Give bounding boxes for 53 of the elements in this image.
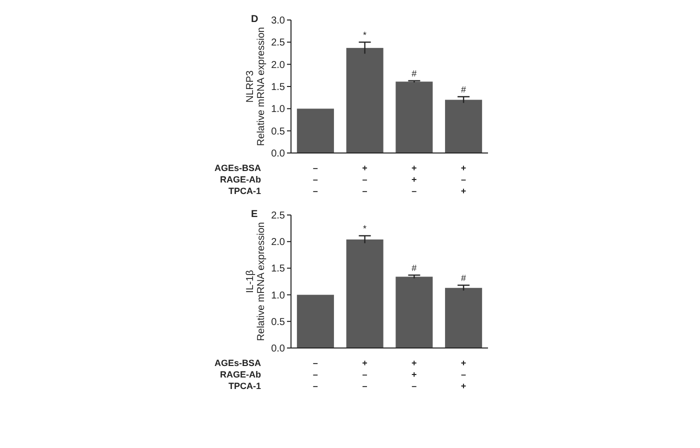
data-label: * [363,30,368,40]
y-tick-label: 0.5 [271,316,286,328]
y-tick-label: 2.5 [271,210,286,222]
text: + [412,174,417,185]
text: RAGE-Ab [220,370,262,380]
text: – [362,186,368,196]
y-tick-label: 0.0 [271,148,286,160]
text: – [362,174,368,185]
text: – [312,174,318,185]
data-label: # [461,273,466,284]
data-label: * [363,224,368,234]
y-tick-label: 2.0 [271,237,286,248]
text: + [460,381,466,392]
text: + [460,358,466,368]
text: + [412,163,417,174]
data-label: # [461,84,466,95]
text: – [461,174,466,185]
text: – [362,381,368,392]
y-tick-label: 2.5 [271,38,286,49]
text: TPCA-1 [228,381,261,392]
text: + [460,163,466,174]
y-tick-label: 1.5 [271,264,286,275]
text: AGEs-BSA [214,358,262,368]
text: + [460,186,466,196]
text: – [312,358,318,368]
y-tick-label: 0.0 [271,344,286,354]
text: + [412,370,417,380]
text: AGEs-BSA [214,163,262,174]
text: RAGE-Ab [220,174,262,185]
y-axis-title: NLRP3 Relative mRNA expression [245,27,267,146]
text: TPCA-1 [228,186,261,196]
data-label: # [412,68,417,79]
y-tick-label: 1.0 [271,104,286,116]
y-axis-title: IL-1β Relative mRNA expression [245,222,267,341]
y-tick-label: 2.0 [271,60,286,71]
text: + [362,163,368,174]
text: – [362,370,368,380]
text: E [251,209,258,220]
text: – [412,186,417,196]
y-tick-label: 0.5 [271,126,286,138]
text: – [312,186,318,196]
text: – [312,163,318,174]
text: – [312,370,318,380]
text: – [412,381,417,392]
text: + [412,358,417,368]
text: D [251,14,258,25]
text: – [312,381,318,392]
y-tick-label: 1.0 [271,290,286,302]
y-tick-label: 3.0 [271,16,286,26]
y-tick-label: 1.5 [271,82,286,93]
text: + [362,358,368,368]
data-label: # [412,263,417,274]
text: – [461,370,466,380]
